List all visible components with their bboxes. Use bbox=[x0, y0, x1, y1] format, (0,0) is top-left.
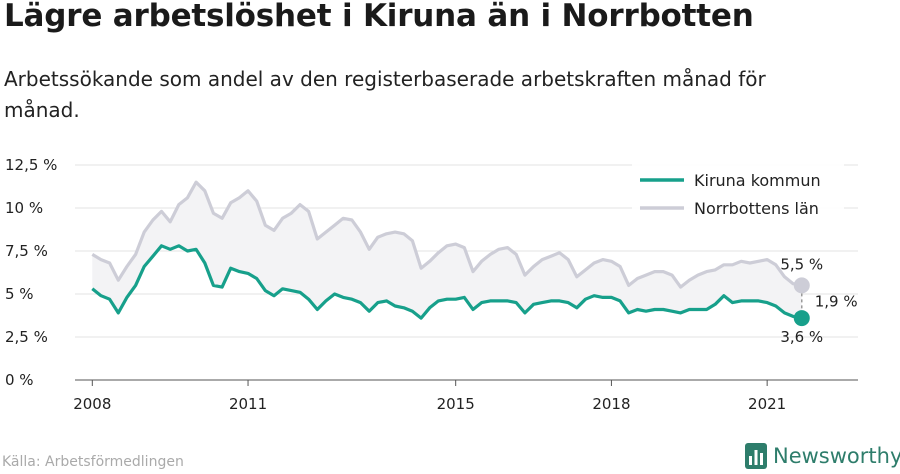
series-line-kiruna bbox=[91, 244, 803, 320]
legend-background bbox=[632, 160, 844, 222]
x-tick-label: 2011 bbox=[229, 395, 267, 413]
end-label-kiruna: 3,6 % bbox=[780, 328, 823, 346]
end-marker-kiruna bbox=[793, 310, 810, 327]
legend-label: Norrbottens län bbox=[694, 199, 819, 218]
chart-title: Lägre arbetslöshet i Kiruna än i Norrbot… bbox=[4, 0, 754, 34]
brand-name: Newsworthy bbox=[773, 444, 900, 468]
x-tick-label: 2015 bbox=[437, 395, 475, 413]
end-label-norrbotten: 5,5 % bbox=[780, 255, 823, 273]
end-marker-norrbotten bbox=[793, 277, 810, 294]
y-tick-label: 10 % bbox=[5, 199, 43, 217]
series-lines bbox=[91, 180, 803, 320]
y-axis-tick-labels: 0 % 2,5 % 5 % 7,5 % 10 % 12,5 % bbox=[5, 156, 57, 389]
legend-label: Kiruna kommun bbox=[694, 171, 821, 190]
x-axis-ticks: 2008 2011 2015 2018 2021 bbox=[73, 380, 786, 413]
y-tick-label: 7,5 % bbox=[5, 242, 48, 260]
y-tick-label: 12,5 % bbox=[5, 156, 57, 174]
gap-label: 1,9 % bbox=[815, 293, 858, 311]
source-note: Källa: Arbetsförmedlingen bbox=[2, 454, 184, 470]
legend: Kiruna kommun Norrbottens län bbox=[632, 160, 844, 222]
series-line-norrbotten bbox=[91, 180, 803, 289]
end-labels: 5,5 % 3,6 % 1,9 % bbox=[780, 255, 857, 346]
gap-area bbox=[92, 182, 802, 319]
chart-subtitle: Arbetssökande som andel av den registerb… bbox=[4, 67, 766, 122]
bar-chart-logo-icon bbox=[745, 443, 767, 469]
x-tick-label: 2021 bbox=[748, 395, 786, 413]
x-tick-label: 2018 bbox=[592, 395, 630, 413]
x-tick-label: 2008 bbox=[73, 395, 111, 413]
brand-logo: Newsworthy bbox=[745, 441, 900, 471]
y-tick-label: 0 % bbox=[5, 371, 34, 389]
y-tick-label: 5 % bbox=[5, 285, 34, 303]
y-tick-label: 2,5 % bbox=[5, 328, 48, 346]
